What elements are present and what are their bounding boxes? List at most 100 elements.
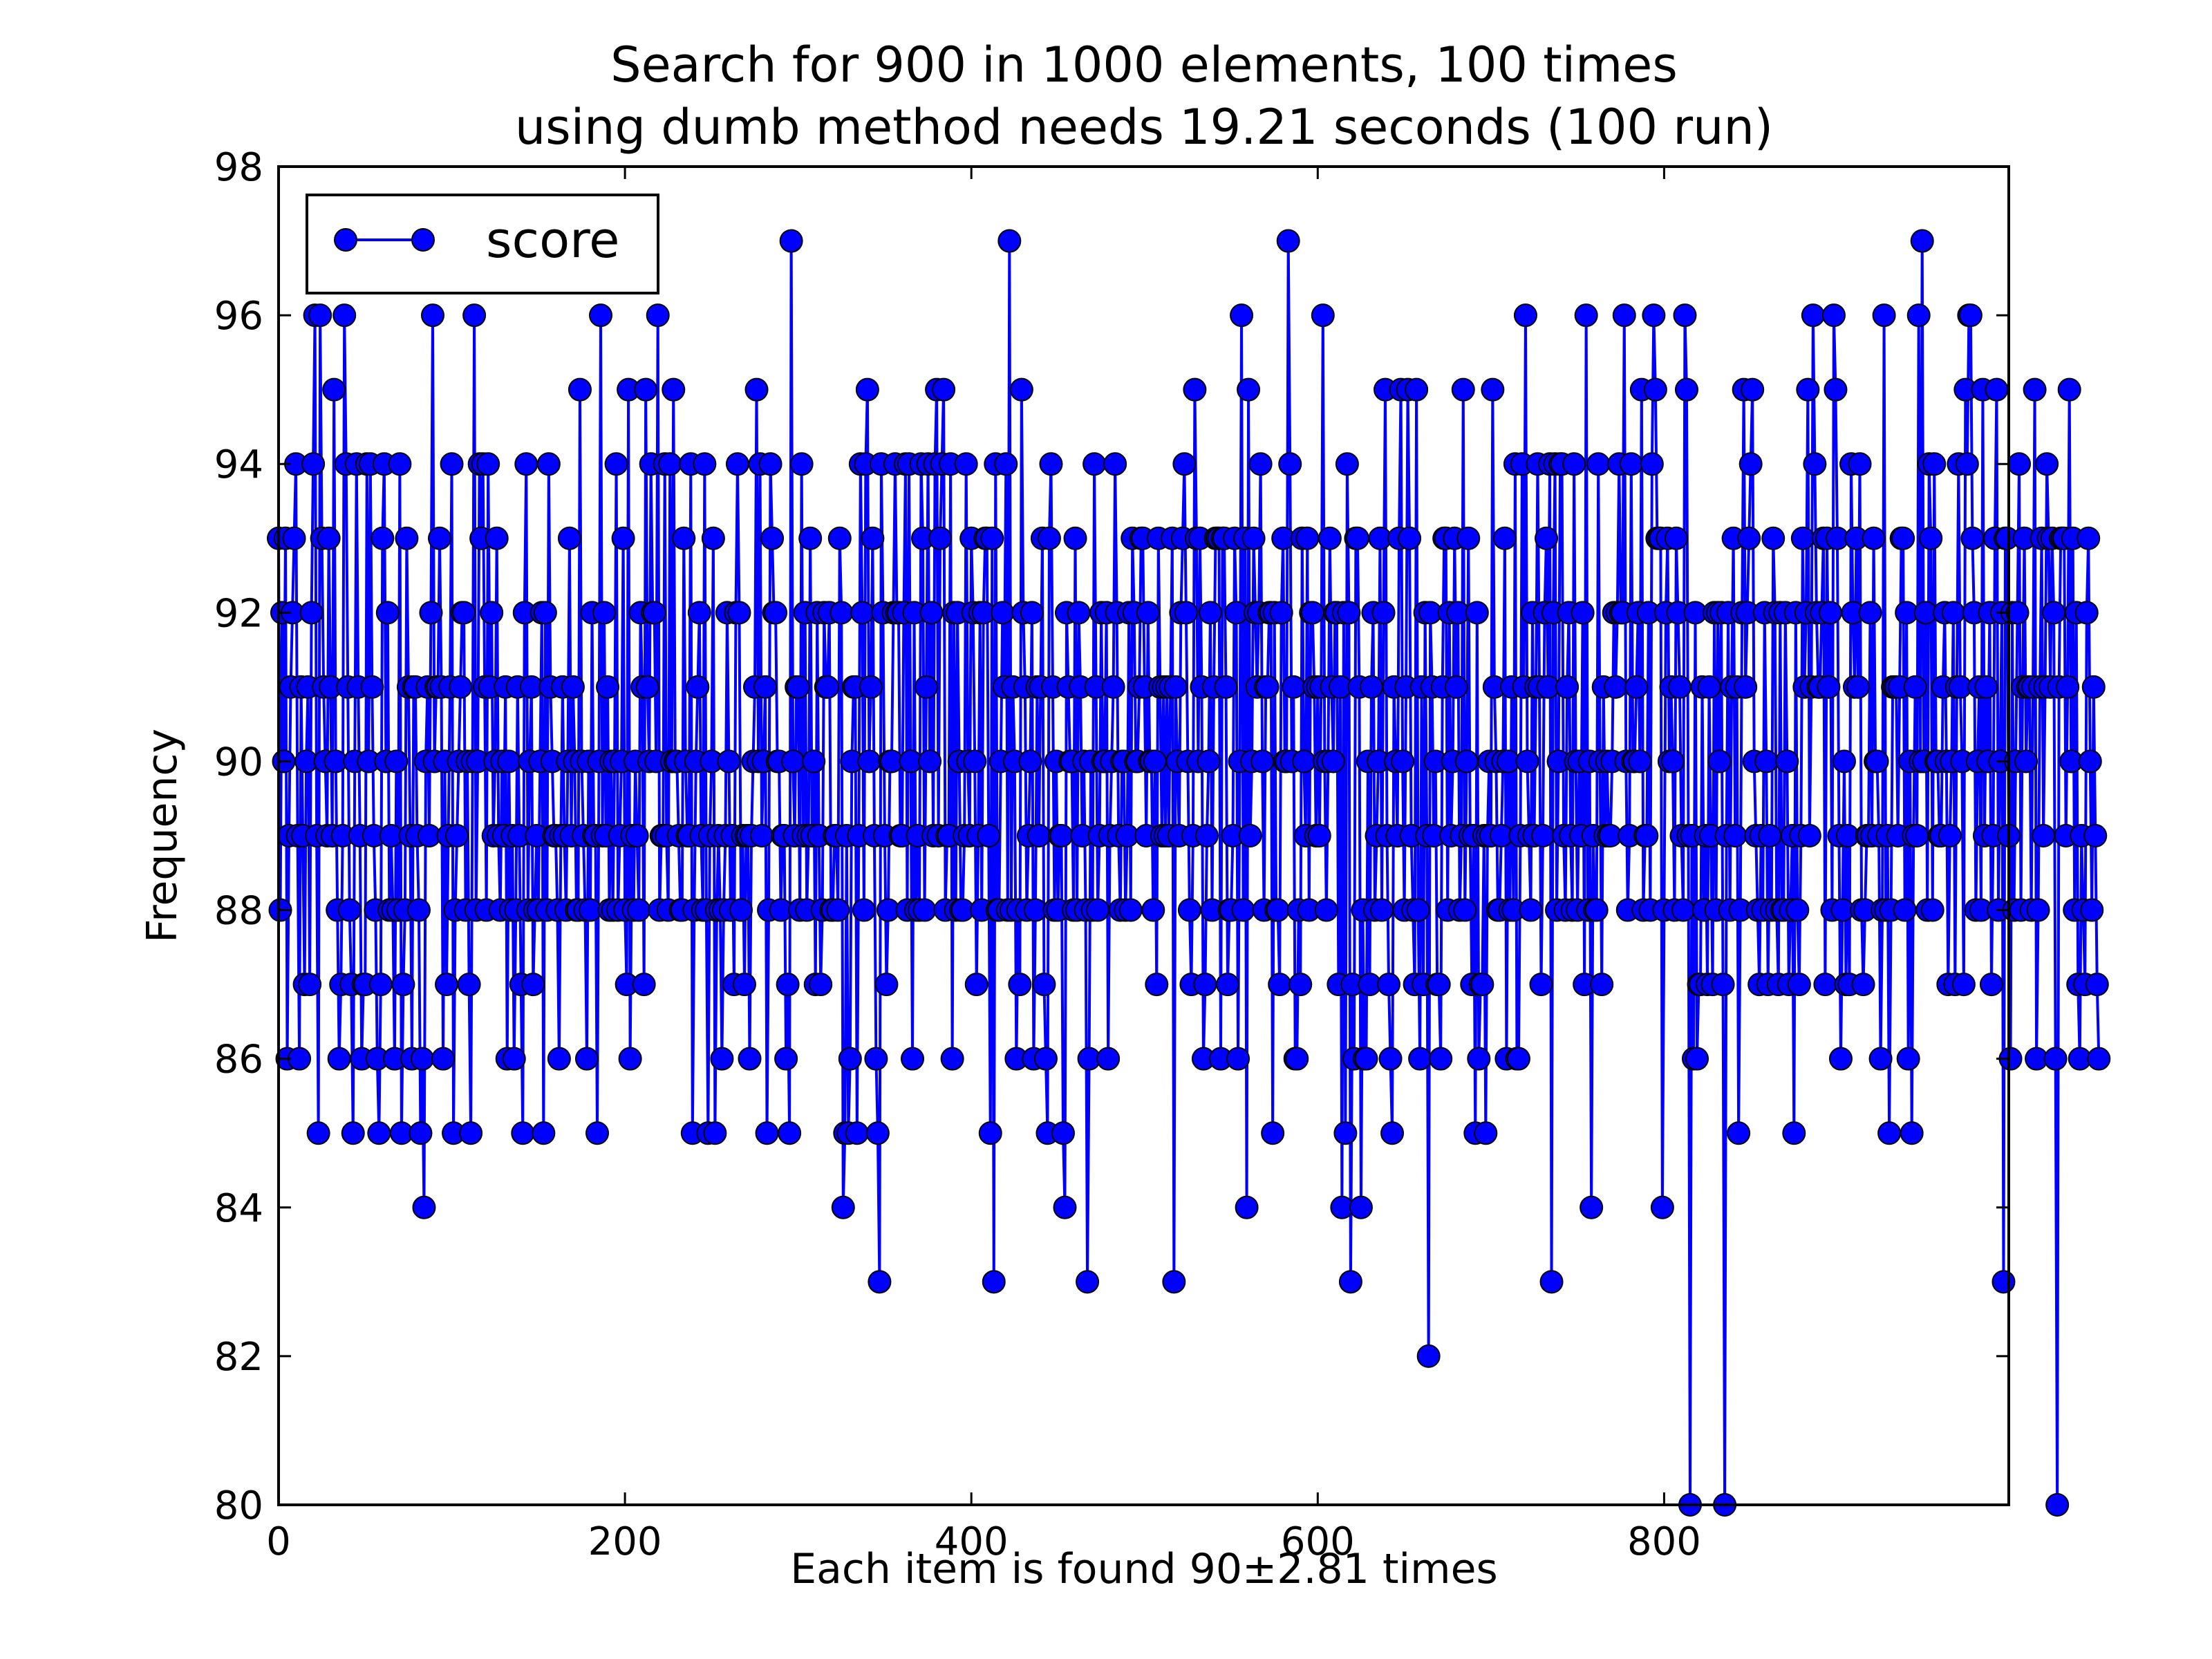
data-point xyxy=(859,675,883,699)
data-point xyxy=(1868,1047,1893,1071)
data-point xyxy=(1032,973,1056,997)
data-point xyxy=(1406,898,1430,922)
data-point xyxy=(1707,749,1732,774)
data-point xyxy=(627,898,651,922)
data-point xyxy=(1282,675,1306,699)
data-point xyxy=(980,526,1004,550)
data-point xyxy=(371,526,395,550)
data-point xyxy=(850,601,874,625)
data-point xyxy=(1590,973,1614,997)
data-point xyxy=(2023,377,2047,402)
data-point xyxy=(1674,377,1698,402)
data-point xyxy=(1586,452,1611,476)
data-point xyxy=(1349,1195,1373,1219)
data-point xyxy=(299,601,324,625)
data-point xyxy=(827,526,852,550)
data-point xyxy=(435,973,459,997)
data-point xyxy=(536,452,561,476)
data-point xyxy=(786,675,810,699)
data-point xyxy=(662,377,686,402)
data-point xyxy=(428,526,452,550)
data-point xyxy=(2074,601,2099,625)
data-point xyxy=(1711,973,1735,997)
data-point xyxy=(1571,601,1595,625)
data-point xyxy=(1974,675,1998,699)
data-point xyxy=(1118,898,1143,922)
data-point xyxy=(592,601,617,625)
data-point xyxy=(611,526,635,550)
data-point xyxy=(778,1121,802,1145)
data-point xyxy=(1174,601,1198,625)
data-point xyxy=(1858,601,1882,625)
data-point xyxy=(1359,675,1383,699)
x-tick-label: 200 xyxy=(588,1519,662,1564)
data-point xyxy=(1506,1047,1530,1071)
data-point xyxy=(729,898,753,922)
data-point xyxy=(1269,601,1293,625)
data-point xyxy=(1790,526,1815,550)
data-point xyxy=(1817,675,1841,699)
axes-frame xyxy=(277,165,2010,1506)
data-point xyxy=(838,1047,862,1071)
data-point xyxy=(1803,452,1827,476)
data-point xyxy=(440,452,464,476)
data-point xyxy=(865,1121,890,1145)
data-point xyxy=(997,229,1022,253)
data-point xyxy=(298,973,322,997)
x-tick-label: 800 xyxy=(1627,1519,1701,1564)
data-point xyxy=(1377,973,1401,997)
data-point xyxy=(1906,303,1931,328)
data-point xyxy=(1027,824,1051,847)
data-point xyxy=(1063,526,1087,550)
data-point xyxy=(732,973,756,997)
data-point xyxy=(1380,1121,1405,1145)
data-point xyxy=(317,526,341,550)
data-point xyxy=(855,377,879,402)
data-point xyxy=(288,1047,312,1071)
data-point xyxy=(802,749,826,774)
data-point xyxy=(1307,824,1331,847)
data-point xyxy=(1938,824,1962,847)
data-point xyxy=(1660,749,1685,774)
data-point xyxy=(753,675,778,699)
data-point xyxy=(1345,526,1369,550)
data-point xyxy=(1785,898,1810,922)
data-point xyxy=(1241,526,1266,550)
data-point xyxy=(2077,526,2101,550)
data-point xyxy=(693,452,717,476)
data-point xyxy=(1531,824,1555,847)
data-point xyxy=(1848,452,1872,476)
data-point xyxy=(1198,601,1222,625)
y-tick-label: 90 xyxy=(214,740,263,785)
data-point xyxy=(915,675,939,699)
data-point xyxy=(1535,526,1559,550)
data-point xyxy=(1818,601,1842,625)
data-point xyxy=(1877,1121,1902,1145)
data-point xyxy=(561,675,585,699)
data-point xyxy=(1261,1121,1285,1145)
data-point xyxy=(1727,1121,1751,1145)
data-point xyxy=(864,1047,888,1071)
data-point xyxy=(2057,377,2081,402)
data-point xyxy=(1555,675,1580,699)
data-point xyxy=(687,601,711,625)
data-point xyxy=(1405,377,1429,402)
data-point xyxy=(1519,898,1543,922)
data-point xyxy=(1096,1047,1121,1071)
data-point xyxy=(589,303,613,328)
data-point xyxy=(2014,749,2038,774)
data-point xyxy=(1673,303,1697,328)
data-point xyxy=(1642,303,1666,328)
data-point xyxy=(1451,377,1475,402)
data-point xyxy=(2056,675,2080,699)
data-point xyxy=(1427,973,1451,997)
data-point xyxy=(1872,303,1896,328)
data-point xyxy=(701,526,725,550)
data-point xyxy=(341,1121,365,1145)
data-point xyxy=(557,526,581,550)
data-point xyxy=(1337,601,1361,625)
data-point xyxy=(781,749,805,774)
data-point xyxy=(1796,377,1820,402)
data-point xyxy=(744,377,769,402)
data-point xyxy=(1667,675,1691,699)
